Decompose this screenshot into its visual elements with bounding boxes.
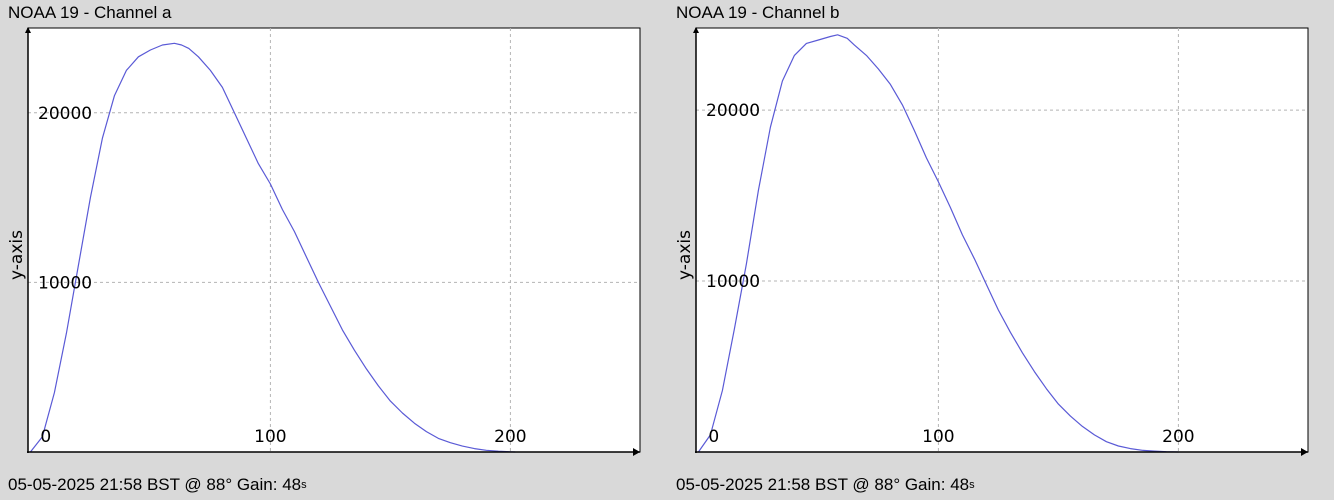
clipped-glyph: s xyxy=(969,479,975,491)
y-axis-arrow xyxy=(693,27,699,33)
clipped-glyph: s xyxy=(301,479,307,491)
x-tick-label: 100 xyxy=(922,427,954,447)
status-text: 05-05-2025 21:58 BST @ 88° Gain: 48 xyxy=(8,475,302,494)
plot-area xyxy=(27,27,641,453)
y-tick-label: 10000 xyxy=(706,272,760,292)
plot-area xyxy=(695,27,1309,453)
x-tick-label: 0 xyxy=(40,427,51,447)
y-axis-label: y-axis xyxy=(675,230,695,280)
series-line xyxy=(29,42,516,453)
y-tick-label: 20000 xyxy=(38,104,92,124)
series-line xyxy=(697,34,1179,453)
y-axis-arrow xyxy=(25,27,31,33)
status-line: 05-05-2025 21:58 BST @ 88° Gain: 48s xyxy=(8,475,307,495)
x-tick-label: 200 xyxy=(1162,427,1194,447)
chart-panel-b: NOAA 19 - Channel b 0 100 200 10000 20000 y-a… xyxy=(668,0,1328,500)
x-axis-arrow xyxy=(1301,448,1308,456)
chart-title: NOAA 19 - Channel a xyxy=(8,3,172,22)
line-chart: 0 100 200 10000 20000 y-axis xyxy=(7,27,641,456)
x-tick-label: 100 xyxy=(254,427,286,447)
status-text: 05-05-2025 21:58 BST @ 88° Gain: 48 xyxy=(676,475,970,494)
status-line: 05-05-2025 21:58 BST @ 88° Gain: 48s xyxy=(676,475,975,495)
y-axis-label: y-axis xyxy=(7,230,27,280)
y-tick-label: 10000 xyxy=(38,273,92,293)
y-tick-label: 20000 xyxy=(706,101,760,121)
x-tick-label: 0 xyxy=(708,427,719,447)
x-tick-label: 200 xyxy=(494,427,526,447)
line-chart: 0 100 200 10000 20000 y-axis xyxy=(675,27,1309,456)
chart-panel-a: NOAA 19 - Channel a 0 100 200 10000 20000 y-a… xyxy=(0,0,660,500)
x-axis-arrow xyxy=(633,448,640,456)
chart-title: NOAA 19 - Channel b xyxy=(676,3,840,22)
